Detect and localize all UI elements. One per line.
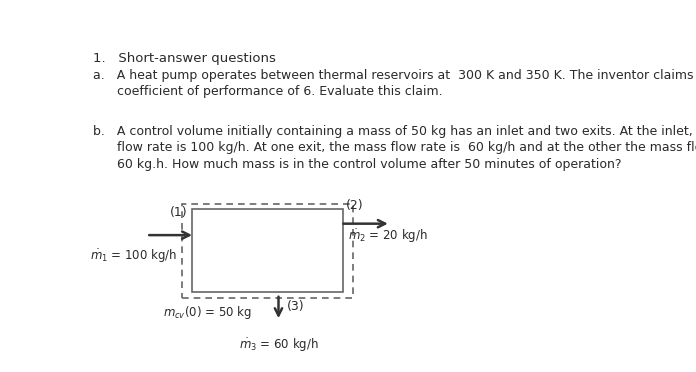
Text: (2): (2) bbox=[346, 199, 363, 212]
Text: $m_{cv}(0)$ = 50 kg: $m_{cv}(0)$ = 50 kg bbox=[163, 304, 251, 321]
Text: b.   A control volume initially containing a mass of 50 kg has an inlet and two : b. A control volume initially containing… bbox=[93, 125, 696, 138]
Text: (3): (3) bbox=[287, 299, 304, 312]
Text: 1.   Short-answer questions: 1. Short-answer questions bbox=[93, 52, 276, 65]
Text: $\dot{m}_3$ = 60 kg/h: $\dot{m}_3$ = 60 kg/h bbox=[239, 337, 319, 354]
Text: $\dot{m}_2$ = 20 kg/h: $\dot{m}_2$ = 20 kg/h bbox=[347, 227, 427, 244]
Text: (1): (1) bbox=[170, 206, 187, 219]
Text: $\dot{m}_1$ = 100 kg/h: $\dot{m}_1$ = 100 kg/h bbox=[90, 248, 177, 266]
Bar bbox=[192, 209, 343, 292]
Text: 60 kg.h. How much mass is in the control volume after 50 minutes of operation?: 60 kg.h. How much mass is in the control… bbox=[93, 158, 622, 171]
Bar bbox=[182, 204, 353, 298]
Text: flow rate is 100 kg/h. At one exit, the mass flow rate is  60 kg/h and at the ot: flow rate is 100 kg/h. At one exit, the … bbox=[93, 141, 696, 154]
Text: a.   A heat pump operates between thermal reservoirs at  300 K and 350 K. The in: a. A heat pump operates between thermal … bbox=[93, 69, 696, 82]
Text: coefficient of performance of 6. Evaluate this claim.: coefficient of performance of 6. Evaluat… bbox=[93, 85, 443, 98]
